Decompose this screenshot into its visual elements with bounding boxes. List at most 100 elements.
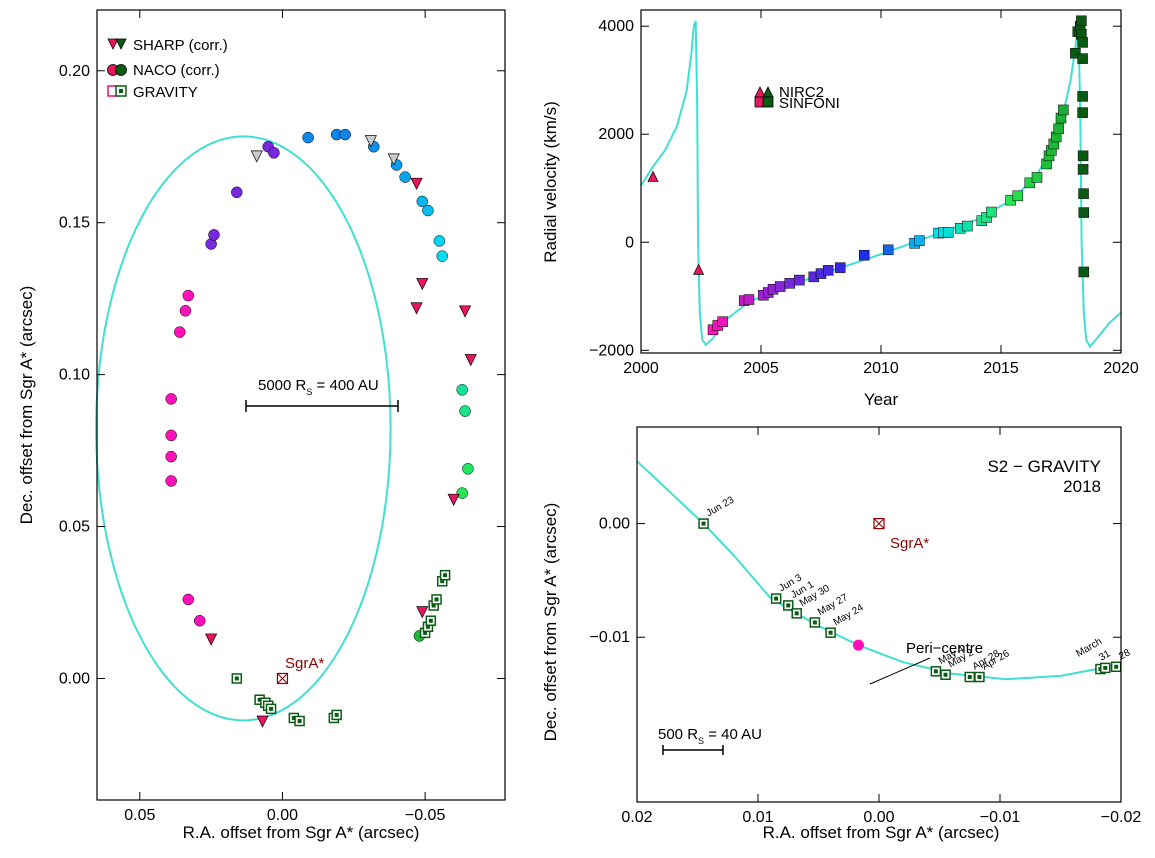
naco-point	[433, 235, 446, 247]
legend-nirc2-label: NIRC2	[779, 84, 824, 101]
sinfoni-point	[858, 249, 870, 261]
x-tick-label: 0.02	[621, 809, 652, 826]
sinfoni-point	[1012, 190, 1024, 202]
sharp-point	[464, 354, 477, 367]
y-tick-label: 0.15	[59, 215, 90, 232]
orbit-plot-frame	[96, 9, 506, 801]
sinfoni-point	[1078, 207, 1090, 218]
sinfoni-point	[1077, 91, 1088, 102]
naco-point	[193, 614, 206, 627]
sharp-point	[458, 305, 472, 318]
peri-sgra-marker	[873, 517, 885, 530]
x-tick-label: 2015	[983, 360, 1019, 377]
naco-point	[459, 405, 471, 417]
y-tick-label: −0.01	[590, 629, 631, 646]
sinfoni-point	[1078, 188, 1089, 199]
x-tick-label: 0.05	[124, 807, 155, 824]
naco-point	[165, 393, 177, 405]
x-tick-label: 2010	[863, 360, 899, 377]
sharp-point	[250, 150, 263, 163]
y-tick-label: 0.05	[59, 519, 90, 536]
legend-gravity-marker-dot	[119, 89, 123, 93]
sharp-point	[205, 633, 218, 646]
legend-gravity-label: GRAVITY	[133, 84, 198, 101]
peri-gravity-point-dot	[967, 675, 972, 679]
peri-plot-frame	[636, 426, 1122, 803]
naco-point	[456, 384, 468, 396]
peri-gravity-point-dot	[828, 630, 833, 635]
peri-gravity-point-dot	[774, 596, 779, 601]
orbit-scale-bar: 5000 RS = 400 AU	[245, 377, 399, 412]
sinfoni-point	[986, 206, 997, 218]
gravity-point-dot	[291, 715, 296, 720]
x-tick-label: 2000	[623, 360, 659, 377]
sharp-point	[416, 606, 429, 619]
sharp-point	[410, 302, 423, 315]
sinfoni-point	[1077, 107, 1088, 118]
peri-scale-bar: 500 RS = 40 AU	[658, 726, 762, 755]
legend-sinfoni-marker-green	[762, 96, 774, 108]
peri-x-axis-label: R.A. offset from Sgr A* (arcsec)	[763, 823, 1000, 842]
sinfoni-point	[914, 235, 925, 246]
rv-y-axis-label: Radial velocity (km/s)	[541, 101, 560, 263]
gravity-point-dot	[234, 676, 239, 681]
sinfoni-point	[1078, 266, 1090, 278]
peri-subtitle: 2018	[1063, 477, 1101, 496]
pericentre-pointer-line	[869, 657, 931, 685]
naco-point	[436, 250, 448, 262]
naco-point	[422, 204, 434, 217]
nirc2-point	[693, 263, 705, 275]
sinfoni-point	[1058, 104, 1069, 116]
y-tick-label: 0.00	[599, 516, 630, 533]
legend-sharp-label: SHARP (corr.)	[133, 37, 228, 54]
sinfoni-point	[1053, 123, 1064, 135]
peri-date-label: Jun 23	[705, 494, 737, 519]
gravity-point-dot	[257, 697, 262, 702]
pericentre-label: Peri−centre	[906, 640, 983, 657]
sinfoni-point	[1077, 164, 1089, 175]
sinfoni-point	[794, 274, 805, 286]
gravity-point-dot	[431, 603, 436, 608]
pericentre-marker	[852, 639, 864, 651]
legend-sinfoni-label: SINFONI	[779, 95, 840, 112]
sinfoni-point	[1076, 15, 1087, 27]
peri-gravity-point-dot	[943, 672, 948, 677]
x-tick-label: −0.01	[980, 809, 1021, 826]
sinfoni-point	[942, 227, 954, 238]
sinfoni-point	[1077, 53, 1088, 64]
nirc2-point	[647, 170, 659, 182]
peri-gravity-point-dot	[794, 611, 799, 616]
orbit-y-axis-label: Dec. offset from Sgr A* (arcsec)	[17, 286, 36, 525]
sharp-point	[364, 135, 377, 148]
gravity-point-dot	[423, 630, 428, 635]
sinfoni-point	[1070, 47, 1081, 59]
sinfoni-point	[717, 316, 728, 327]
x-tick-label: 0.00	[267, 807, 298, 824]
naco-point	[182, 593, 195, 606]
sharp-point	[256, 715, 269, 728]
orbit-sgra-label: SgrA*	[285, 655, 324, 672]
y-tick-label: 0.10	[59, 367, 90, 384]
sinfoni-point	[774, 281, 786, 292]
naco-point	[179, 305, 192, 317]
peri-scale-bar-label: 500 RS = 40 AU	[658, 726, 762, 746]
legend-naco-label: NACO (corr.)	[133, 62, 220, 79]
peri-date-label: 28	[1117, 647, 1133, 662]
peri-gravity-point-dot	[786, 603, 791, 608]
sinfoni-point	[962, 220, 973, 232]
gravity-point-dot	[434, 597, 439, 602]
sinfoni-point	[1024, 177, 1036, 189]
naco-point	[416, 195, 429, 208]
orbit-sgra-marker-cross	[277, 673, 288, 684]
naco-point	[302, 131, 314, 144]
orbit-model-curve	[95, 135, 392, 722]
naco-point	[165, 475, 177, 487]
sinfoni-point	[822, 265, 834, 276]
gravity-point-dot	[440, 579, 445, 584]
sinfoni-point	[1077, 37, 1088, 48]
x-tick-label: −0.02	[1101, 809, 1142, 826]
gravity-point-dot	[297, 719, 302, 723]
peri-gravity-point-dot	[812, 620, 817, 625]
peri-gravity-point-dot	[1114, 664, 1119, 669]
